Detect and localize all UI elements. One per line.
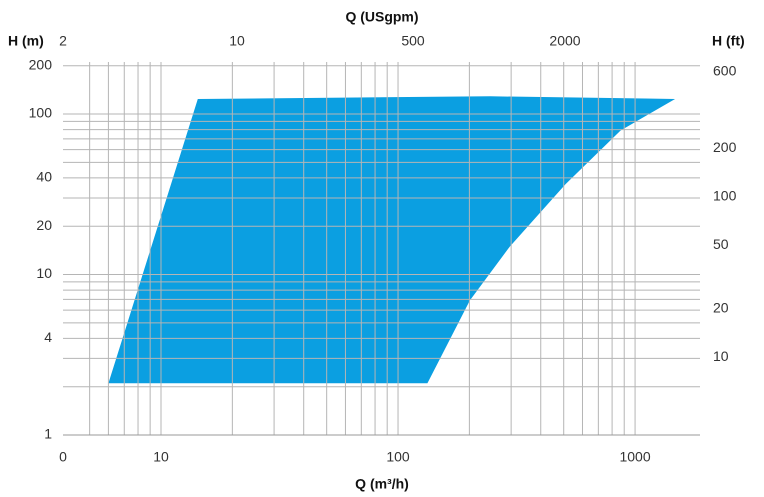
y2-tick-label: 600 <box>713 63 737 79</box>
x-axis-title: Q (m³/h) <box>355 476 409 492</box>
y2-axis-title: H (ft) <box>712 33 745 49</box>
y2-tick-label: 20 <box>713 300 729 316</box>
y-tick-label: 40 <box>36 169 52 185</box>
x-tick-label: 1000 <box>619 449 650 465</box>
x-tick-label: 10 <box>153 449 169 465</box>
y2-tick-label: 200 <box>713 139 737 155</box>
x2-tick-label: 2 <box>59 33 67 49</box>
x2-axis-title: Q (USgpm) <box>345 9 418 25</box>
x-tick-label: 100 <box>386 449 410 465</box>
y-tick-label: 100 <box>29 105 53 121</box>
y2-tick-label: 50 <box>713 236 729 252</box>
x2-tick-label: 500 <box>401 33 425 49</box>
y-tick-label: 4 <box>44 329 52 345</box>
x2-tick-label: 2000 <box>549 33 580 49</box>
y-tick-label: 10 <box>36 265 52 281</box>
y2-tick-label: 100 <box>713 188 737 204</box>
y-tick-label: 1 <box>44 426 52 442</box>
x-origin-label: 0 <box>59 449 67 465</box>
y2-tick-label: 10 <box>713 348 729 364</box>
y-tick-label: 20 <box>36 217 52 233</box>
x2-tick-label: 10 <box>229 33 245 49</box>
y-axis-title: H (m) <box>8 33 44 49</box>
area <box>108 96 676 384</box>
y-tick-label: 200 <box>29 56 53 72</box>
